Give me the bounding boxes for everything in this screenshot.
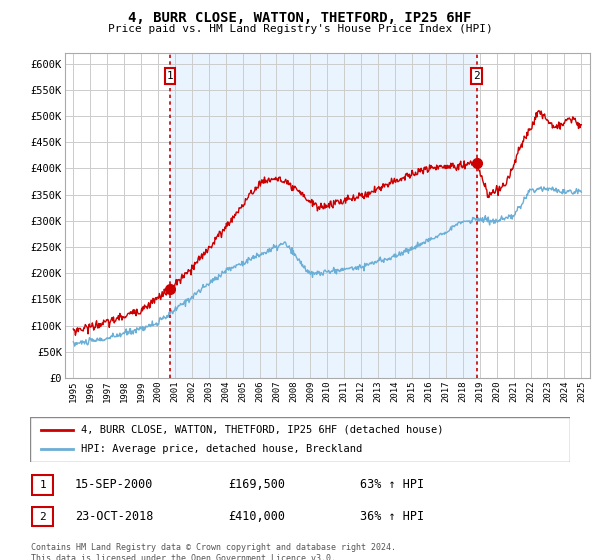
Text: 4, BURR CLOSE, WATTON, THETFORD, IP25 6HF: 4, BURR CLOSE, WATTON, THETFORD, IP25 6H… <box>128 11 472 25</box>
FancyBboxPatch shape <box>472 68 482 84</box>
Text: Price paid vs. HM Land Registry's House Price Index (HPI): Price paid vs. HM Land Registry's House … <box>107 24 493 34</box>
FancyBboxPatch shape <box>165 68 175 84</box>
FancyBboxPatch shape <box>30 417 570 462</box>
Text: 4, BURR CLOSE, WATTON, THETFORD, IP25 6HF (detached house): 4, BURR CLOSE, WATTON, THETFORD, IP25 6H… <box>82 424 444 435</box>
FancyBboxPatch shape <box>32 475 53 494</box>
Text: 1: 1 <box>167 71 173 81</box>
Text: Contains HM Land Registry data © Crown copyright and database right 2024.
This d: Contains HM Land Registry data © Crown c… <box>31 543 396 560</box>
Text: 23-OCT-2018: 23-OCT-2018 <box>75 510 154 524</box>
Text: 2: 2 <box>39 512 46 522</box>
FancyBboxPatch shape <box>32 507 53 526</box>
Text: 63% ↑ HPI: 63% ↑ HPI <box>360 478 424 492</box>
Text: £169,500: £169,500 <box>228 478 285 492</box>
Text: HPI: Average price, detached house, Breckland: HPI: Average price, detached house, Brec… <box>82 445 362 455</box>
Text: 2: 2 <box>473 71 480 81</box>
Text: 1: 1 <box>39 480 46 490</box>
Text: 36% ↑ HPI: 36% ↑ HPI <box>360 510 424 524</box>
Bar <box>170 53 476 378</box>
Text: £410,000: £410,000 <box>228 510 285 524</box>
Text: 15-SEP-2000: 15-SEP-2000 <box>75 478 154 492</box>
